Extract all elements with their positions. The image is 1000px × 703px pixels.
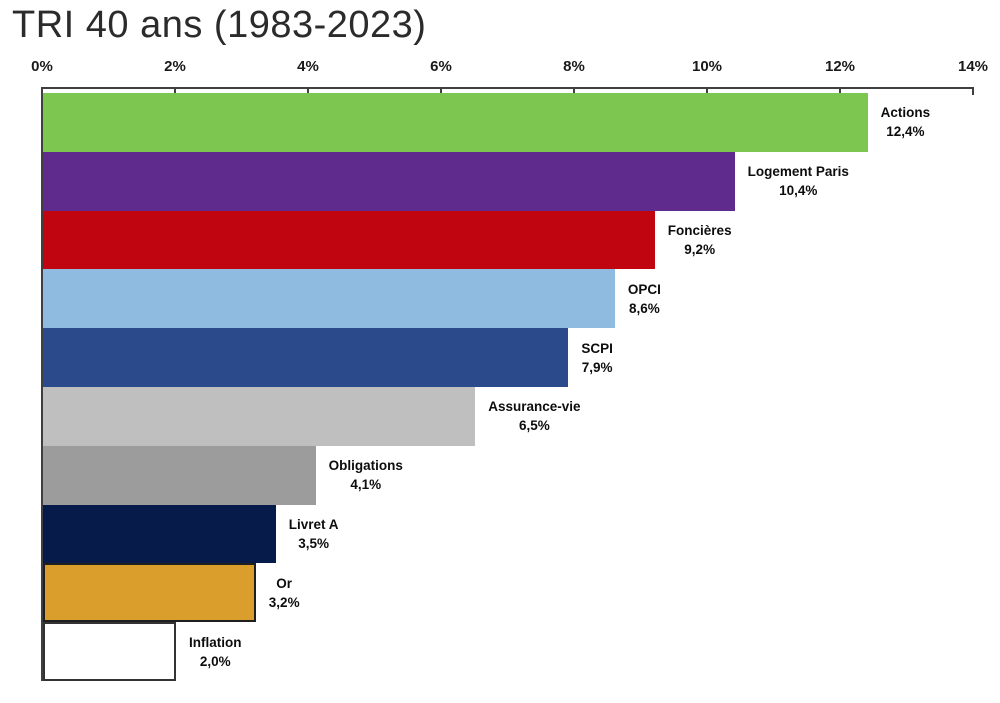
y-axis-line xyxy=(41,87,43,681)
bar-label: Logement Paris 10,4% xyxy=(748,152,849,211)
bar-livret-a xyxy=(43,504,276,564)
x-axis-tick-mark xyxy=(440,89,442,95)
bar-label: Inflation 2,0% xyxy=(189,622,242,681)
bar-label-value: 8,6% xyxy=(629,300,660,316)
bar-row: SCPI 7,9% xyxy=(43,328,974,387)
bar-logement-paris xyxy=(43,151,735,211)
x-axis-tick-mark xyxy=(706,89,708,95)
bar-inflation xyxy=(43,622,176,681)
x-axis-tick-mark xyxy=(972,89,974,95)
bar-label-value: 12,4% xyxy=(886,124,925,140)
bar-row: Foncières 9,2% xyxy=(43,210,974,270)
bar-label-value: 10,4% xyxy=(779,183,818,199)
bar-scpi xyxy=(43,328,569,387)
bar-label: Actions 12,4% xyxy=(881,93,931,152)
bar-obligations xyxy=(43,445,316,505)
bar-assurance-vie xyxy=(43,387,476,446)
bar-opci xyxy=(43,269,615,329)
bar-label-name: Obligations xyxy=(328,458,403,474)
bars-container: Actions 12,4% Logement Paris 10,4% Foncières… xyxy=(43,93,974,681)
x-axis-tick-label: 12% xyxy=(824,58,856,75)
x-axis-tick-label: 10% xyxy=(691,58,723,75)
bar-label-value: 3,2% xyxy=(268,594,300,610)
bar-row: Assurance-vie 6,5% xyxy=(43,387,974,446)
bar-label-value: 4,1% xyxy=(350,477,382,493)
x-axis-tick-mark xyxy=(41,89,43,95)
bar-label: Or 3,2% xyxy=(269,563,300,622)
bar-label-name: Actions xyxy=(880,105,931,121)
x-axis-tick-label: 8% xyxy=(563,58,585,75)
bar-or xyxy=(43,563,256,623)
x-axis-tick-label: 0% xyxy=(31,58,53,75)
bar-row: Livret A 3,5% xyxy=(43,504,974,564)
x-axis-tick-label: 2% xyxy=(164,58,186,75)
x-axis-tick-mark xyxy=(174,89,176,95)
x-axis-tick-mark xyxy=(839,89,841,95)
chart-title: TRI 40 ans (1983-2023) xyxy=(12,4,427,46)
bar-row: Or 3,2% xyxy=(43,563,974,623)
bar-label-name: Or xyxy=(276,575,293,591)
bar-label-value: 7,9% xyxy=(581,359,613,375)
bar-row: Actions 12,4% xyxy=(43,93,974,152)
x-axis-tick-label: 6% xyxy=(430,58,452,75)
bar-fonci-res xyxy=(43,210,655,270)
bar-actions xyxy=(43,93,868,152)
x-axis-tick-mark xyxy=(307,89,309,95)
bar-label-value: 3,5% xyxy=(298,535,330,551)
x-axis-line xyxy=(41,87,974,89)
bar-label: Obligations 4,1% xyxy=(329,446,403,505)
bar-label-name: Assurance-vie xyxy=(488,399,581,415)
bar-label-value: 2,0% xyxy=(199,653,231,669)
bar-label-name: Livret A xyxy=(288,516,339,532)
bar-label-value: 6,5% xyxy=(519,418,550,434)
bar-label: Foncières 9,2% xyxy=(668,211,732,270)
bar-row: Inflation 2,0% xyxy=(43,622,974,681)
bar-chart-plot: 0% 2% 4% 6% 8% 10% 12% 14% Actions 12,4% Logement… xyxy=(31,58,988,681)
bar-label-name: Logement Paris xyxy=(747,164,849,180)
bar-label-name: SCPI xyxy=(581,340,613,356)
bar-label-name: Foncières xyxy=(667,222,732,238)
bar-label: Livret A 3,5% xyxy=(289,505,339,564)
bar-label-name: Inflation xyxy=(189,634,242,650)
bar-label-value: 9,2% xyxy=(684,241,716,257)
x-axis-tick-mark xyxy=(573,89,575,95)
bar-label-name: OPCI xyxy=(627,281,661,297)
bar-row: Logement Paris 10,4% xyxy=(43,151,974,211)
bar-label: OPCI 8,6% xyxy=(628,269,661,328)
bar-label: SCPI 7,9% xyxy=(581,328,613,387)
bar-row: Obligations 4,1% xyxy=(43,445,974,505)
x-axis-tick-label: 14% xyxy=(957,58,989,75)
x-axis-tick-label: 4% xyxy=(297,58,319,75)
bar-row: OPCI 8,6% xyxy=(43,269,974,329)
bar-label: Assurance-vie 6,5% xyxy=(488,387,580,446)
